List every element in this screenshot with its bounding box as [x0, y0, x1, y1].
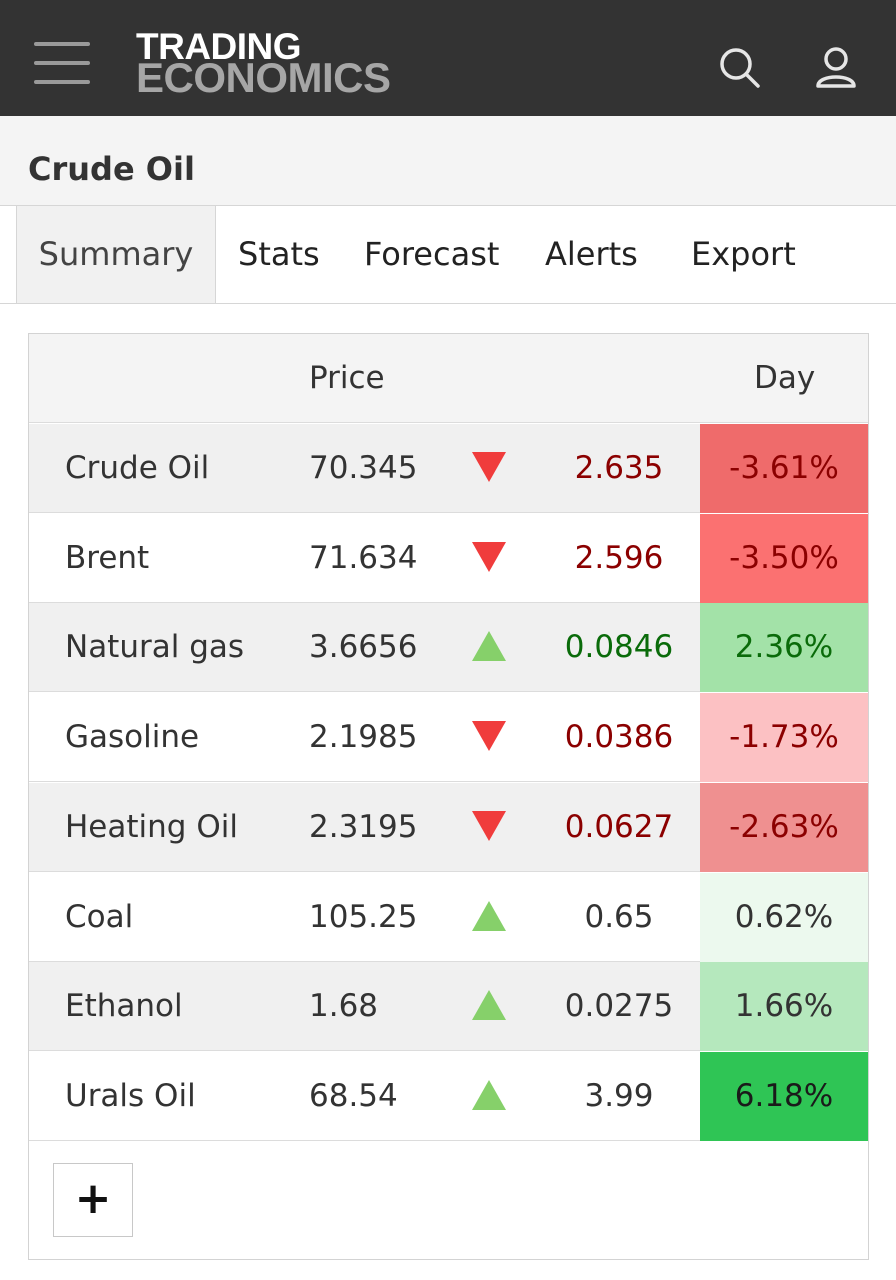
table-row[interactable]: Crude Oil 70.345 2.635 -3.61% [29, 424, 868, 513]
commodity-name[interactable]: Crude Oil [65, 450, 210, 486]
add-commodity-button[interactable]: + [53, 1163, 133, 1237]
arrow-down-icon [472, 810, 506, 841]
page-title: Crude Oil [28, 150, 195, 188]
hamburger-menu-icon[interactable] [34, 40, 90, 86]
table-row[interactable]: Brent 71.634 2.596 -3.50% [29, 513, 868, 603]
price-change: 0.0275 [564, 988, 674, 1025]
tab-alerts[interactable]: Alerts [545, 235, 638, 273]
day-change-percent: -2.63% [700, 782, 868, 872]
top-navigation-bar: TRADING ECONOMICS [0, 0, 896, 116]
commodity-name[interactable]: Heating Oil [65, 808, 238, 845]
commodity-name[interactable]: Ethanol [65, 988, 183, 1025]
day-change-percent: 0.62% [700, 872, 868, 962]
tab-export[interactable]: Export [691, 235, 796, 273]
day-change-percent: 2.36% [700, 603, 868, 693]
table-row[interactable]: Heating Oil 2.3195 0.0627 -2.63% [29, 782, 868, 872]
commodity-price: 2.1985 [309, 719, 418, 756]
day-change-percent: -3.61% [700, 424, 868, 513]
logo-text-bottom: ECONOMICS [136, 54, 391, 101]
price-change: 2.635 [574, 450, 664, 486]
day-change-percent: 1.66% [700, 962, 868, 1052]
arrow-up-icon [472, 990, 506, 1021]
user-icon[interactable] [814, 46, 858, 90]
price-change: 0.0846 [564, 629, 674, 666]
tab-summary[interactable]: Summary [16, 206, 216, 303]
arrow-up-icon [472, 1079, 506, 1110]
commodity-name[interactable]: Natural gas [65, 629, 245, 666]
price-change: 0.0627 [564, 808, 674, 845]
arrow-up-icon [472, 900, 506, 931]
table-header: Price Day [29, 334, 868, 423]
commodity-name[interactable]: Brent [65, 539, 150, 576]
price-change: 3.99 [584, 1077, 654, 1114]
day-change-percent: 6.18% [700, 1051, 868, 1141]
price-change: 2.596 [574, 539, 664, 576]
day-change-percent: -1.73% [700, 693, 868, 783]
arrow-up-icon [472, 631, 506, 662]
tab-bar: Summary Stats Forecast Alerts Export [0, 206, 896, 304]
commodity-price: 70.345 [309, 450, 418, 486]
arrow-down-icon [472, 541, 506, 572]
commodity-price: 1.68 [309, 988, 379, 1025]
commodity-name[interactable]: Gasoline [65, 719, 200, 756]
column-header-price: Price [309, 360, 385, 396]
search-icon[interactable] [718, 46, 762, 90]
commodity-name[interactable]: Urals Oil [65, 1077, 196, 1114]
table-row[interactable]: Coal 105.25 0.65 0.62% [29, 872, 868, 962]
tab-stats[interactable]: Stats [238, 235, 320, 273]
commodity-name[interactable]: Coal [65, 898, 134, 935]
page-title-bar [0, 116, 896, 206]
commodity-price: 71.634 [309, 539, 418, 576]
commodities-table: Price Day Crude Oil 70.345 2.635 -3.61% Bren… [28, 333, 869, 1260]
arrow-down-icon [472, 452, 506, 482]
day-change-percent: -3.50% [700, 513, 868, 603]
logo-text-top: TRADING [136, 26, 302, 67]
table-row[interactable]: Natural gas 3.6656 0.0846 2.36% [29, 603, 868, 693]
commodity-price: 105.25 [309, 898, 418, 935]
tab-forecast[interactable]: Forecast [364, 235, 500, 273]
table-row[interactable]: Ethanol 1.68 0.0275 1.66% [29, 962, 868, 1052]
price-change: 0.65 [584, 898, 654, 935]
trading-economics-logo[interactable]: TRADING ECONOMICS [136, 26, 391, 101]
arrow-down-icon [472, 721, 506, 752]
table-row[interactable]: Urals Oil 68.54 3.99 6.18% [29, 1051, 868, 1141]
commodity-price: 3.6656 [309, 629, 418, 666]
commodity-price: 2.3195 [309, 808, 418, 845]
table-row[interactable]: Gasoline 2.1985 0.0386 -1.73% [29, 693, 868, 783]
column-header-day: Day [754, 360, 816, 396]
commodity-price: 68.54 [309, 1077, 398, 1114]
price-change: 0.0386 [564, 719, 674, 756]
